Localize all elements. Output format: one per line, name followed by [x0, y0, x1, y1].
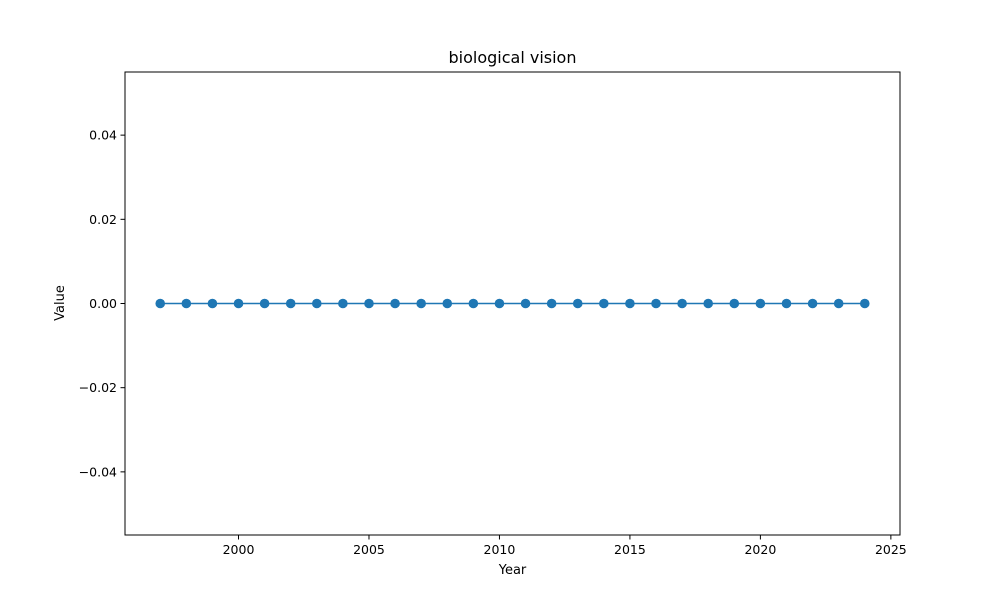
- data-point: [729, 298, 740, 309]
- x-tick-label: 2020: [744, 542, 776, 557]
- y-tick-label: 0.00: [89, 296, 117, 311]
- x-tick-label: 2000: [223, 542, 255, 557]
- data-point: [833, 298, 844, 309]
- data-point: [364, 298, 374, 309]
- chart-title: biological vision: [449, 48, 577, 67]
- data-point: [155, 298, 166, 309]
- data-point: [755, 298, 766, 309]
- data-point: [651, 298, 661, 309]
- data-point: [207, 298, 218, 309]
- data-point: [181, 298, 192, 309]
- data-point: [599, 298, 609, 309]
- x-tick-label: 2005: [353, 542, 385, 557]
- data-point: [468, 298, 479, 309]
- data-point: [285, 298, 296, 309]
- data-point: [338, 298, 348, 309]
- x-tick-label: 2010: [484, 542, 516, 557]
- y-tick-label: −0.02: [79, 380, 117, 395]
- data-point: [311, 298, 322, 309]
- data-point: [494, 298, 505, 309]
- y-axis-label: Value: [53, 285, 68, 321]
- x-axis-ticks: 2000 2005 2010 2015 2020 2025: [223, 535, 907, 557]
- data-point: [442, 298, 453, 309]
- data-point: [520, 298, 531, 309]
- data-point: [572, 298, 583, 309]
- data-point: [390, 298, 400, 309]
- data-point: [416, 298, 426, 309]
- y-tick-label: −0.04: [79, 464, 117, 479]
- data-point: [781, 298, 792, 309]
- data-point: [703, 298, 714, 309]
- data-point: [546, 298, 557, 309]
- x-tick-label: 2015: [614, 542, 646, 557]
- y-axis-ticks: −0.04 −0.02 0.00 0.02 0.04: [79, 128, 125, 479]
- data-point: [807, 298, 818, 309]
- plot-frame: [124, 71, 901, 536]
- data-point: [677, 298, 687, 309]
- series-layer: [155, 298, 870, 309]
- data-point: [625, 298, 635, 309]
- y-tick-label: 0.02: [89, 212, 117, 227]
- data-point: [233, 298, 244, 309]
- data-point: [259, 298, 270, 309]
- x-axis-label: Year: [498, 563, 527, 578]
- data-point: [859, 298, 870, 309]
- y-tick-label: 0.04: [89, 128, 117, 143]
- x-tick-label: 2025: [875, 542, 907, 557]
